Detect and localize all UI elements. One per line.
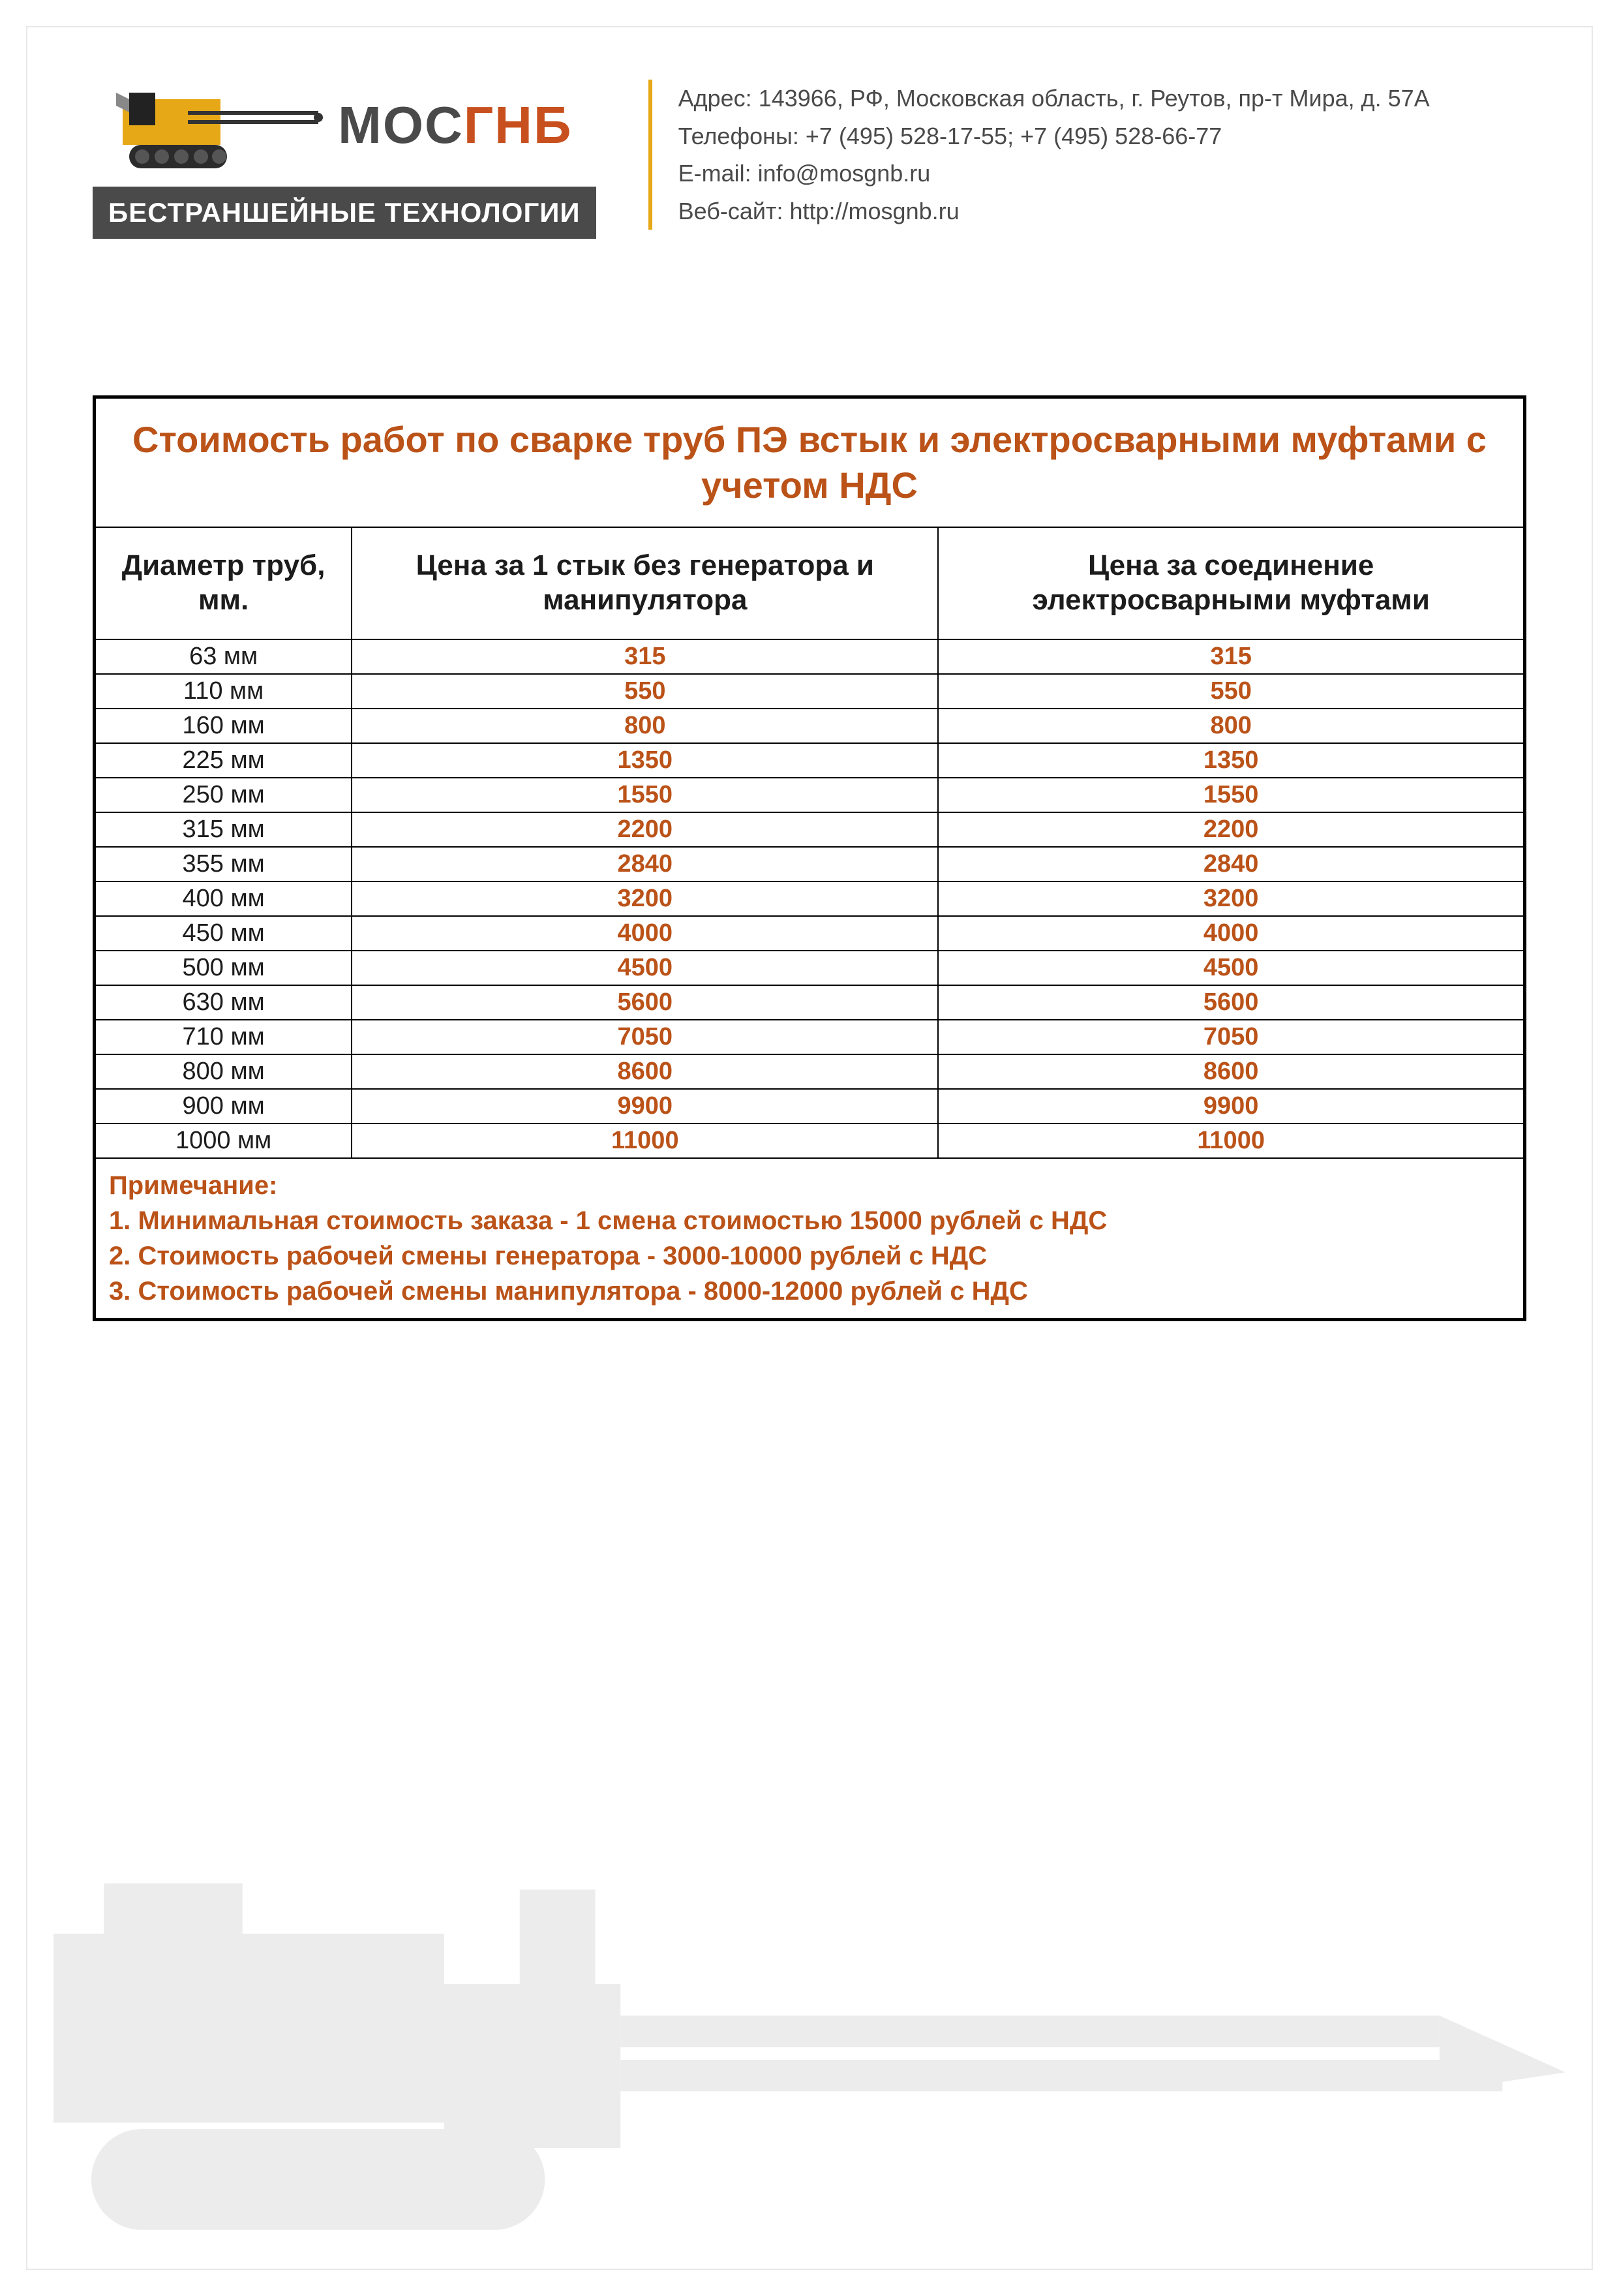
table-row: 450 мм40004000: [95, 916, 1525, 951]
contact-phones-line: Телефоны: +7 (495) 528-17-55; +7 (495) 5…: [678, 117, 1430, 155]
table-row: 900 мм99009900: [95, 1089, 1525, 1124]
price-electro-cell: 2200: [938, 812, 1524, 847]
diameter-cell: 900 мм: [95, 1089, 352, 1124]
diameter-cell: 63 мм: [95, 639, 352, 674]
price-butt-cell: 4000: [352, 916, 938, 951]
notes-title: Примечание:: [109, 1168, 1510, 1203]
address-value: 143966, РФ, Московская область, г. Реуто…: [759, 85, 1430, 112]
table-row: 160 мм800800: [95, 709, 1525, 743]
contact-email-line: E-mail: info@mosgnb.ru: [678, 155, 1430, 192]
diameter-cell: 400 мм: [95, 881, 352, 916]
phones-label: Телефоны:: [678, 123, 806, 149]
diameter-cell: 1000 мм: [95, 1124, 352, 1158]
logo-text-mos: МОС: [338, 96, 464, 154]
contact-address-line: Адрес: 143966, РФ, Московская область, г…: [678, 80, 1430, 117]
table-row: 63 мм315315: [95, 639, 1525, 674]
price-butt-cell: 3200: [352, 881, 938, 916]
drill-machine-icon: [116, 73, 325, 177]
logo-text: МОСГНБ: [338, 95, 572, 155]
note-line: 1. Минимальная стоимость заказа - 1 смен…: [109, 1203, 1510, 1238]
price-electro-cell: 550: [938, 674, 1524, 709]
col-diameter: Диаметр труб, мм.: [95, 527, 352, 639]
price-butt-cell: 2840: [352, 847, 938, 881]
price-electro-cell: 315: [938, 639, 1524, 674]
price-butt-cell: 4500: [352, 951, 938, 985]
price-electro-cell: 3200: [938, 881, 1524, 916]
logo-tagline: Бестраншейные технологии: [93, 187, 596, 239]
diameter-cell: 500 мм: [95, 951, 352, 985]
price-butt-cell: 1350: [352, 743, 938, 778]
table-row: 1000 мм1100011000: [95, 1124, 1525, 1158]
col-price-butt: Цена за 1 стык без генератора и манипуля…: [352, 527, 938, 639]
note-line: 2. Стоимость рабочей смены генератора - …: [109, 1238, 1510, 1274]
price-butt-cell: 7050: [352, 1020, 938, 1054]
price-electro-cell: 4000: [938, 916, 1524, 951]
price-butt-cell: 800: [352, 709, 938, 743]
diameter-cell: 450 мм: [95, 916, 352, 951]
table-row: 110 мм550550: [95, 674, 1525, 709]
price-electro-cell: 1550: [938, 778, 1524, 812]
price-butt-cell: 9900: [352, 1089, 938, 1124]
diameter-cell: 710 мм: [95, 1020, 352, 1054]
content: Стоимость работ по сварке труб ПЭ встык …: [27, 265, 1592, 1321]
notes-cell: Примечание: 1. Минимальная стоимость зак…: [95, 1158, 1525, 1320]
price-electro-cell: 5600: [938, 985, 1524, 1020]
contact-block: Адрес: 143966, РФ, Московская область, г…: [648, 80, 1430, 230]
price-butt-cell: 2200: [352, 812, 938, 847]
diameter-cell: 225 мм: [95, 743, 352, 778]
price-butt-cell: 11000: [352, 1124, 938, 1158]
price-electro-cell: 9900: [938, 1089, 1524, 1124]
diameter-cell: 630 мм: [95, 985, 352, 1020]
price-electro-cell: 2840: [938, 847, 1524, 881]
price-electro-cell: 1350: [938, 743, 1524, 778]
logo-text-gnb: ГНБ: [464, 96, 573, 154]
web-label: Веб-сайт:: [678, 198, 790, 224]
contact-web-line: Веб-сайт: http://mosgnb.ru: [678, 192, 1430, 230]
table-row: 800 мм86008600: [95, 1054, 1525, 1089]
logo-row: МОСГНБ: [116, 73, 572, 177]
table-row: 630 мм56005600: [95, 985, 1525, 1020]
logo-block: МОСГНБ Бестраншейные технологии: [93, 73, 596, 239]
phones-value: +7 (495) 528-17-55; +7 (495) 528-66-77: [806, 123, 1222, 149]
table-row: 500 мм45004500: [95, 951, 1525, 985]
table-row: 225 мм13501350: [95, 743, 1525, 778]
diameter-cell: 160 мм: [95, 709, 352, 743]
table-row: 710 мм70507050: [95, 1020, 1525, 1054]
price-electro-cell: 11000: [938, 1124, 1524, 1158]
diameter-cell: 800 мм: [95, 1054, 352, 1089]
header: МОСГНБ Бестраншейные технологии Адрес: 1…: [27, 27, 1592, 265]
diameter-cell: 250 мм: [95, 778, 352, 812]
email-label: E-mail:: [678, 160, 758, 187]
table-row: 355 мм28402840: [95, 847, 1525, 881]
price-butt-cell: 8600: [352, 1054, 938, 1089]
price-electro-cell: 8600: [938, 1054, 1524, 1089]
diameter-cell: 110 мм: [95, 674, 352, 709]
page-frame: МОСГНБ Бестраншейные технологии Адрес: 1…: [26, 26, 1593, 2270]
table-title: Стоимость работ по сварке труб ПЭ встык …: [95, 397, 1525, 528]
price-butt-cell: 315: [352, 639, 938, 674]
price-butt-cell: 5600: [352, 985, 938, 1020]
note-line: 3. Стоимость рабочей смены манипулятора …: [109, 1274, 1510, 1309]
diameter-cell: 315 мм: [95, 812, 352, 847]
diameter-cell: 355 мм: [95, 847, 352, 881]
price-butt-cell: 1550: [352, 778, 938, 812]
col-price-electro: Цена за соединение электросварными муфта…: [938, 527, 1524, 639]
table-row: 315 мм22002200: [95, 812, 1525, 847]
price-electro-cell: 7050: [938, 1020, 1524, 1054]
email-value: info@mosgnb.ru: [758, 160, 931, 187]
web-value: http://mosgnb.ru: [789, 198, 959, 224]
table-row: 250 мм15501550: [95, 778, 1525, 812]
price-table: Стоимость работ по сварке труб ПЭ встык …: [93, 395, 1526, 1321]
price-electro-cell: 800: [938, 709, 1524, 743]
table-head-row: Диаметр труб, мм. Цена за 1 стык без ген…: [95, 527, 1525, 639]
background-machine-watermark: [53, 1760, 1566, 2242]
table-row: 400 мм32003200: [95, 881, 1525, 916]
price-butt-cell: 550: [352, 674, 938, 709]
price-electro-cell: 4500: [938, 951, 1524, 985]
address-label: Адрес:: [678, 85, 759, 112]
